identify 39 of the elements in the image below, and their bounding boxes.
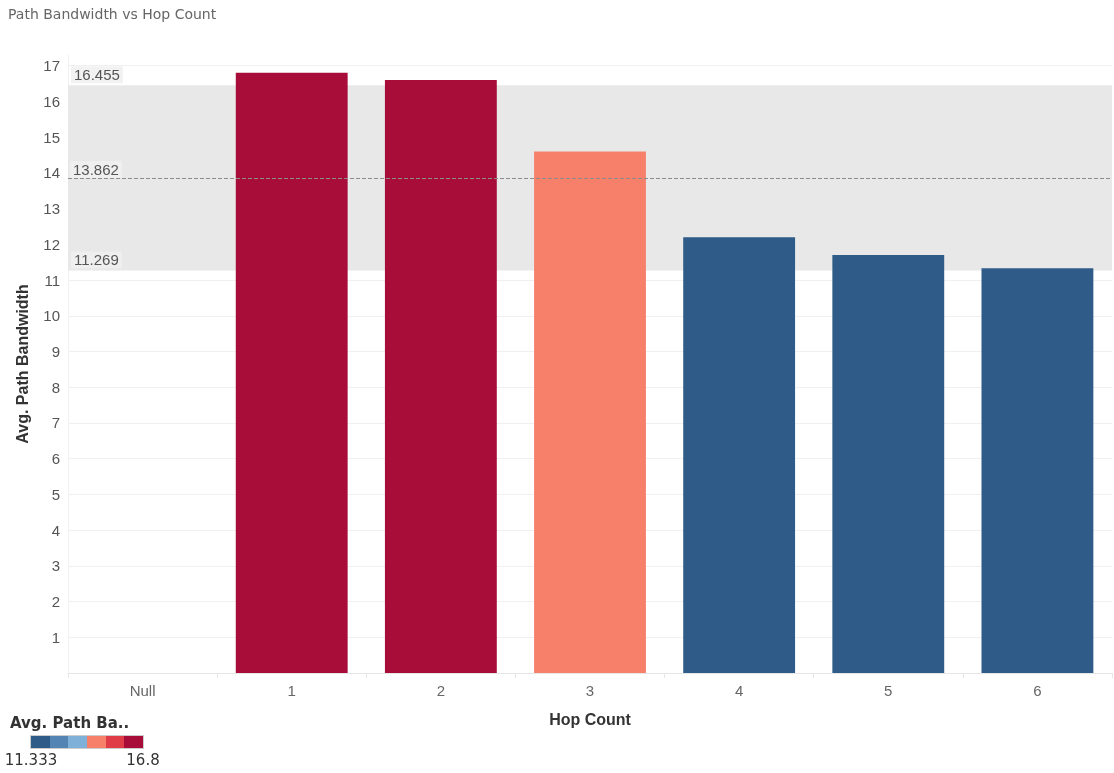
y-tick-label: 16 [43,92,60,110]
y-tick-label: 11 [44,271,60,289]
y-tick-label: 13 [43,200,60,218]
annotation: 16.455 [74,66,120,84]
x-tick-label: 3 [585,682,595,699]
y-tick-label: 7 [51,414,60,432]
color-bar-label: 11.333 [4,751,58,769]
ref-line-label: 13.862 [73,160,119,178]
x-axis-title: Hop Count [549,710,632,728]
y-tick-label: 6 [51,450,60,468]
bar [384,80,497,673]
y-tick-label: 15 [43,128,60,146]
y-tick-label: 1 [51,628,60,646]
color-bar-title: Avg. Path Ba.. [10,714,131,732]
y-axis-title: Avg. Path Bandwidth [13,284,31,444]
x-tick-label: 2 [436,682,446,699]
y-tick-label: 4 [51,521,60,539]
y-tick-label: 9 [51,343,60,360]
y-tick-label: 5 [51,485,60,503]
y-tick-label: 2 [51,593,60,611]
x-tick-label: 5 [884,682,893,699]
x-tick-label: 6 [1033,682,1042,699]
x-tick-label: 1 [287,682,296,699]
y-tick-label: 12 [43,235,60,253]
bar [683,237,796,673]
annotation: 11.269 [74,251,119,269]
y-tick-label: 17 [43,57,60,75]
bar [832,255,945,673]
bar [981,268,1094,673]
y-tick-label: 14 [43,164,60,182]
bar [534,151,646,673]
y-tick-label: 10 [43,307,60,325]
x-tick-label: 4 [734,682,744,699]
y-tick-label: 8 [51,378,60,396]
y-tick-label: 3 [51,557,60,575]
bar [235,72,348,673]
x-tick-label: Null [129,682,156,699]
color-bar-label: 16.8 [126,751,160,769]
chart-title: Path Bandwidth vs Hop Count [8,6,217,22]
